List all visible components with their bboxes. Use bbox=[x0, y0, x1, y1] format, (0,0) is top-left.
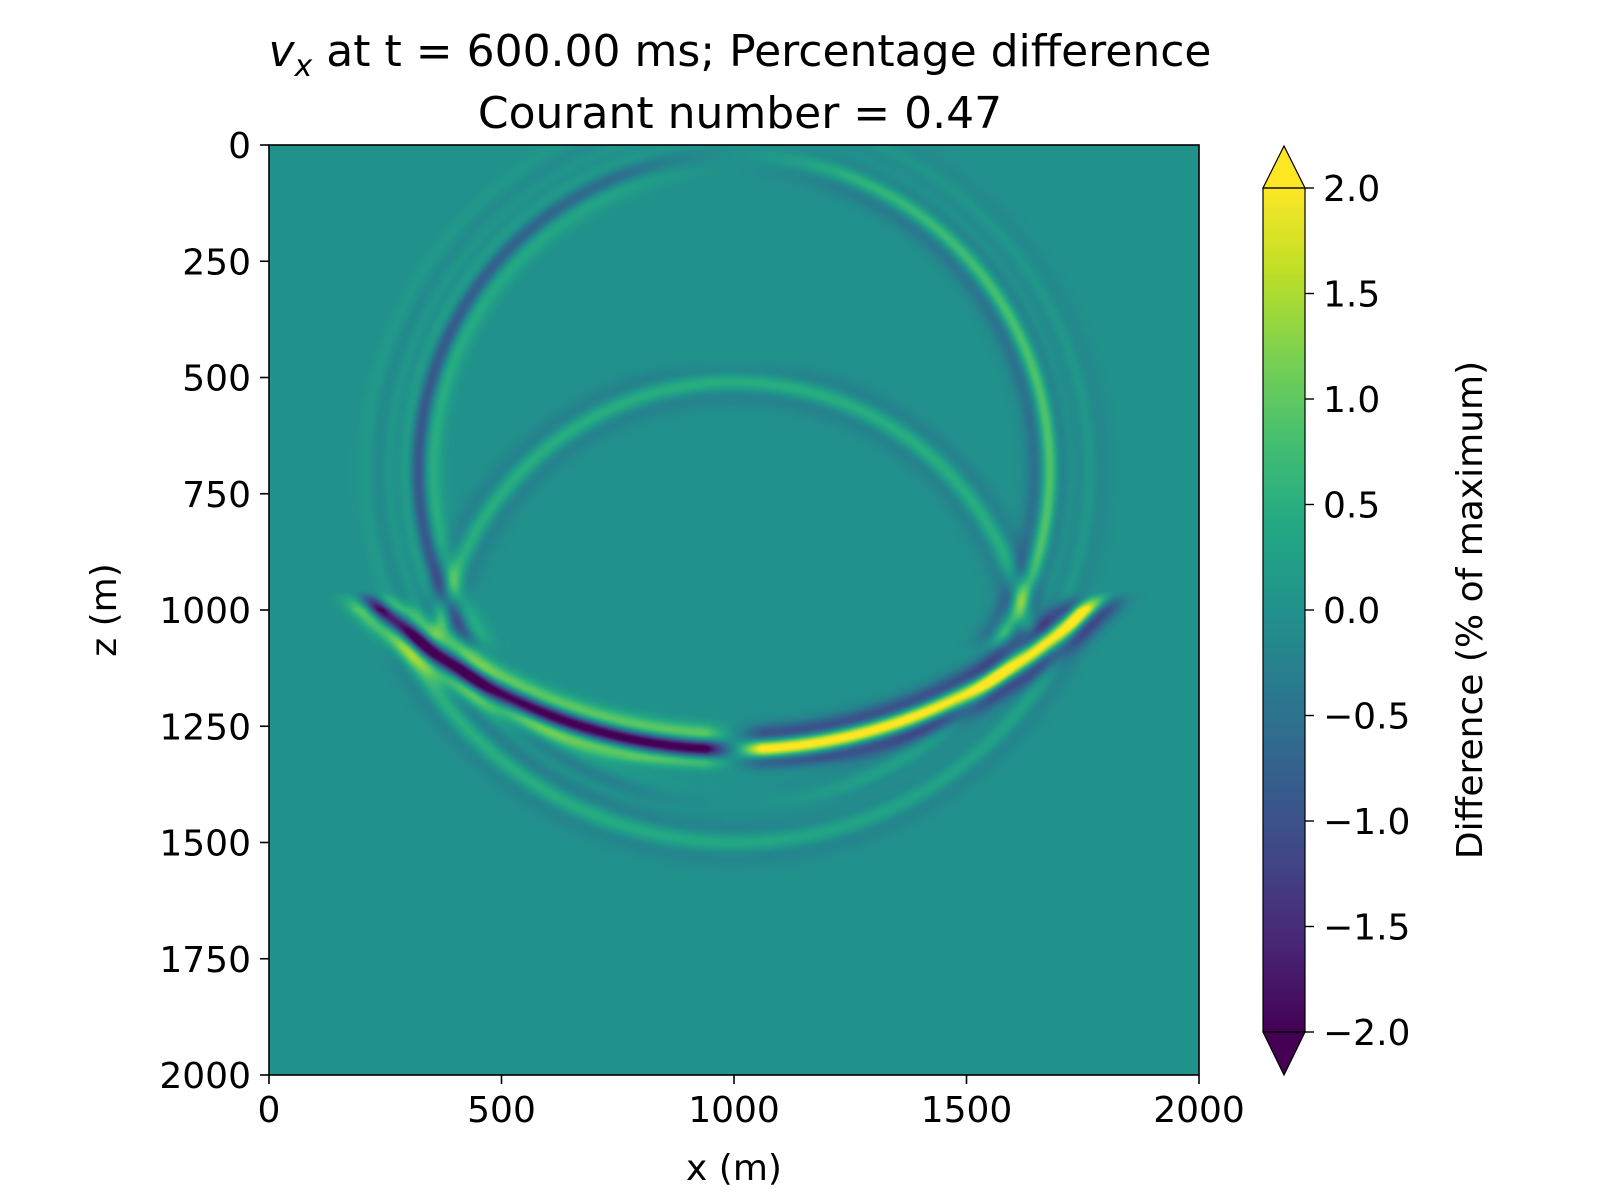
y-tick-label: 750 bbox=[182, 475, 251, 516]
heatmap-image bbox=[269, 145, 1199, 1075]
title-subscript: x bbox=[294, 49, 313, 84]
chart-title-line2: Courant number = 0.47 bbox=[478, 88, 1002, 139]
y-tick-label: 1000 bbox=[159, 591, 251, 632]
x-tick-label: 500 bbox=[467, 1090, 536, 1131]
colorbar-tick-label: −1.0 bbox=[1323, 802, 1410, 843]
title-rest: at t = 600.00 ms; Percentage difference bbox=[312, 26, 1211, 77]
colorbar-ticks: 2.0 1.5 1.0 0.5 0.0 −0.5 −1.0 −1.5 −2.0 bbox=[1305, 169, 1410, 1054]
colorbar-extend-bottom bbox=[1262, 1031, 1306, 1077]
y-tick-label: 2000 bbox=[159, 1056, 251, 1097]
title-symbol: v bbox=[268, 26, 295, 77]
y-tick-label: 0 bbox=[228, 126, 251, 167]
colorbar-tick-label: 0.5 bbox=[1323, 486, 1380, 527]
colorbar-extend-top bbox=[1262, 144, 1306, 189]
colorbar: 2.0 1.5 1.0 0.5 0.0 −0.5 −1.0 −1.5 −2.0 bbox=[1262, 144, 1410, 1077]
y-axis-label: z (m) bbox=[84, 563, 125, 657]
colorbar-tick-label: −2.0 bbox=[1323, 1013, 1410, 1054]
colorbar-label: Difference (% of maximum) bbox=[1450, 361, 1491, 859]
x-tick-label: 0 bbox=[258, 1090, 281, 1131]
x-tick-label: 1500 bbox=[921, 1090, 1013, 1131]
colorbar-tick-label: 1.5 bbox=[1323, 275, 1380, 316]
x-tick-label: 1000 bbox=[688, 1090, 780, 1131]
plot-area bbox=[268, 144, 1200, 1076]
colorbar-tick-label: −0.5 bbox=[1323, 697, 1410, 738]
x-axis: 0 500 1000 1500 2000 bbox=[258, 1075, 1245, 1131]
colorbar-tick-label: 2.0 bbox=[1323, 169, 1380, 210]
colorbar-gradient bbox=[1263, 188, 1305, 1032]
colorbar-tick-label: 0.0 bbox=[1323, 591, 1380, 632]
colorbar-tick-label: −1.5 bbox=[1323, 908, 1410, 949]
x-axis-label: x (m) bbox=[686, 1148, 782, 1189]
x-tick-label: 2000 bbox=[1153, 1090, 1245, 1131]
y-tick-label: 1750 bbox=[159, 940, 251, 981]
y-tick-label: 1500 bbox=[159, 824, 251, 865]
y-axis: 0 250 500 750 1000 1250 1500 1750 2000 bbox=[159, 126, 269, 1097]
y-tick-label: 250 bbox=[182, 242, 251, 283]
heatmap-image-holder bbox=[269, 145, 1199, 1075]
colorbar-tick-label: 1.0 bbox=[1323, 380, 1380, 421]
y-tick-label: 500 bbox=[182, 359, 251, 400]
chart-title-line1: vx at t = 600.00 ms; Percentage differen… bbox=[268, 26, 1211, 84]
y-tick-label: 1250 bbox=[159, 707, 251, 748]
